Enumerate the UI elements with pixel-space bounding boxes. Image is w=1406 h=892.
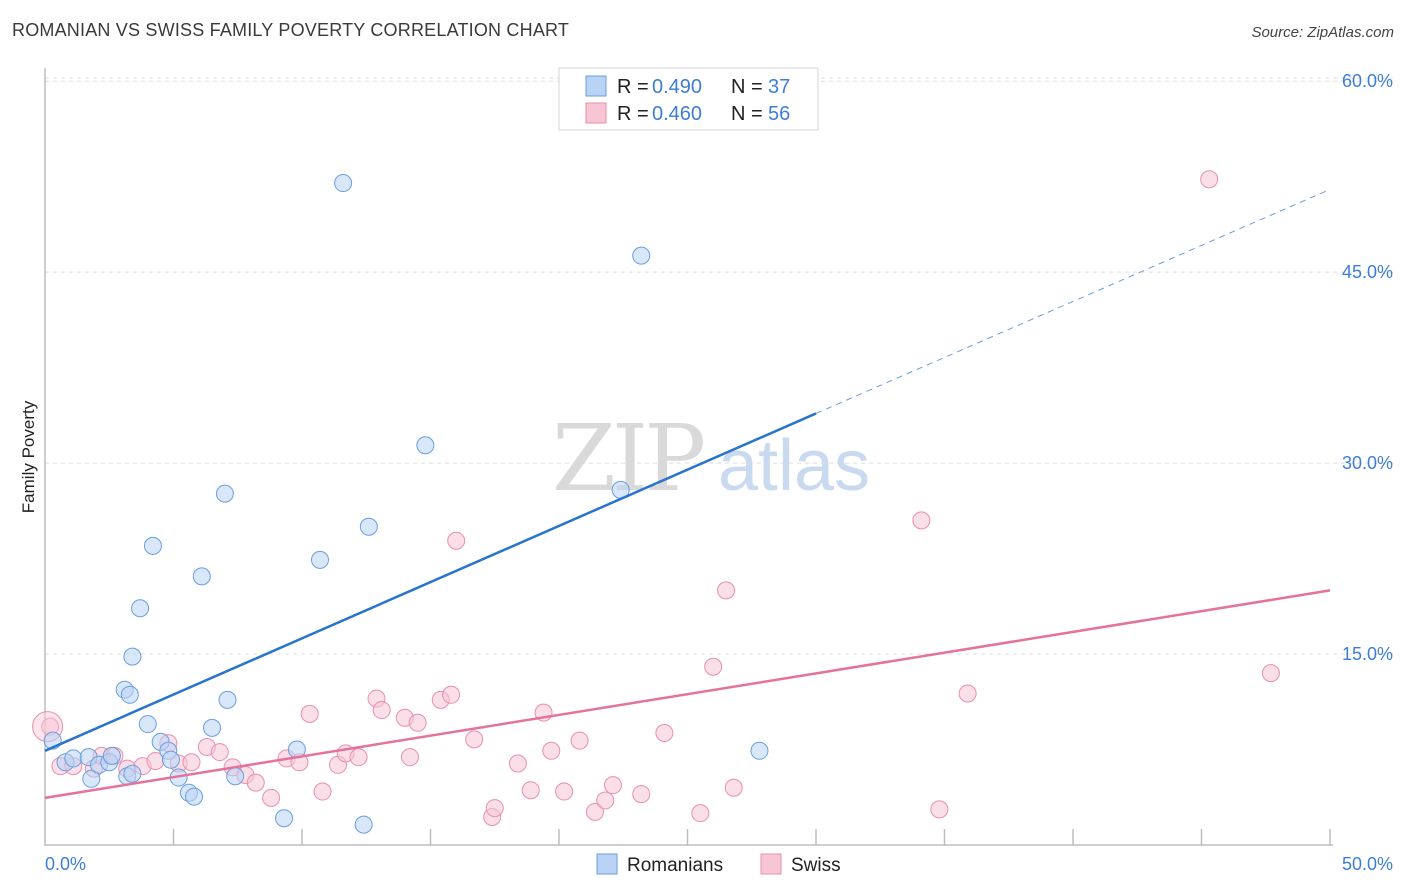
legend-n-label-romanians: N = — [731, 76, 763, 98]
romanian-point — [416, 436, 435, 455]
romanian-point — [185, 787, 204, 806]
swiss-point — [262, 788, 281, 807]
x-tick-label: 0.0% — [45, 854, 86, 874]
swiss-point — [508, 754, 527, 773]
swiss-point — [465, 730, 484, 749]
romanian-point — [310, 550, 329, 569]
source-label: Source: ZipAtlas.com — [1251, 24, 1394, 41]
swiss-point — [349, 748, 368, 767]
y-tick-label: 15.0% — [1342, 644, 1393, 664]
romanian-point — [218, 690, 237, 709]
swiss-point — [555, 782, 574, 801]
swiss-point — [300, 704, 319, 723]
bottom-legend-swiss: Swiss — [791, 855, 841, 876]
romanian-point — [123, 764, 142, 783]
romanian-point — [275, 809, 294, 828]
romanian-point — [123, 647, 142, 666]
x-tick-labels: 0.0% 50.0% — [45, 854, 1393, 874]
legend-r-label-romanians: R = — [617, 76, 649, 98]
legend-r-value-romanians: 0.490 — [652, 76, 702, 98]
romanian-point — [192, 567, 211, 586]
romanian-point — [203, 718, 222, 737]
swiss-trend-line — [44, 589, 1331, 800]
legend-top: R = 0.490 N = 37 R = 0.460 N = 56 — [558, 67, 819, 131]
swiss-point — [313, 782, 332, 801]
swiss-point — [521, 781, 540, 800]
legend-bottom: Romanians Swiss — [596, 853, 841, 876]
swiss-point — [1200, 170, 1219, 189]
swiss-point — [958, 684, 977, 703]
legend-n-value-swiss: 56 — [768, 103, 790, 125]
romanians-points — [43, 174, 769, 834]
romanian-point — [82, 769, 101, 788]
legend-r-label-swiss: R = — [617, 103, 649, 125]
swiss-point — [542, 741, 561, 760]
bottom-legend-romanians: Romanians — [627, 855, 723, 876]
romanians-trend-line — [44, 412, 817, 752]
bottom-legend-swatch-swiss — [760, 853, 782, 875]
swiss-point — [400, 748, 419, 767]
swiss-point — [447, 531, 466, 550]
swiss-point — [485, 799, 504, 818]
x-tick-label: 50.0% — [1342, 854, 1393, 874]
romanian-point — [354, 815, 373, 834]
chart-title: ROMANIAN VS SWISS FAMILY POVERTY CORRELA… — [12, 20, 570, 40]
y-tick-label: 60.0% — [1342, 71, 1393, 91]
legend-swatch-swiss — [585, 102, 607, 124]
swiss-point — [603, 776, 622, 795]
axes — [44, 68, 1333, 846]
swiss-point — [210, 743, 229, 762]
y-axis-title: Family Poverty — [19, 400, 38, 513]
grid-lines — [45, 77, 1395, 655]
romanian-point — [138, 715, 157, 734]
romanian-point — [750, 741, 769, 760]
y-tick-label: 45.0% — [1342, 262, 1393, 282]
romanian-point — [215, 484, 234, 503]
romanian-point — [359, 517, 378, 536]
swiss-point — [632, 785, 651, 804]
romanian-point — [143, 536, 162, 555]
swiss-point — [655, 723, 674, 742]
romanian-point — [334, 174, 353, 193]
swiss-point — [1261, 664, 1280, 683]
swiss-point — [930, 800, 949, 819]
watermark-atlas: atlas — [718, 426, 870, 506]
y-tick-labels: 15.0% 30.0% 45.0% 60.0% — [1342, 71, 1393, 664]
swiss-point — [596, 791, 615, 810]
romanian-point — [131, 599, 150, 618]
romanians-trend-extension — [815, 188, 1331, 414]
swiss-point — [372, 701, 391, 720]
swiss-point — [408, 713, 427, 732]
swiss-point — [570, 731, 589, 750]
legend-n-value-romanians: 37 — [768, 76, 790, 98]
romanian-point — [632, 246, 651, 265]
romanian-point — [226, 767, 245, 786]
swiss-point — [442, 685, 461, 704]
legend-n-label-swiss: N = — [731, 103, 763, 125]
swiss-point — [585, 802, 604, 821]
swiss-point — [246, 773, 265, 792]
y-tick-label: 30.0% — [1342, 453, 1393, 473]
legend-r-value-swiss: 0.460 — [652, 103, 702, 125]
swiss-point — [704, 657, 723, 676]
swiss-point — [724, 778, 743, 797]
swiss-point — [717, 581, 736, 600]
legend-swatch-romanians — [585, 75, 607, 97]
romanian-point — [161, 750, 180, 769]
swiss-point — [182, 753, 201, 772]
romanian-point — [120, 685, 139, 704]
romanian-point — [64, 749, 83, 768]
bottom-legend-swatch-romanians — [596, 853, 618, 875]
trend-lines — [44, 188, 1331, 800]
swiss-point — [691, 804, 710, 823]
swiss-point — [912, 511, 931, 530]
romanian-point — [102, 746, 121, 765]
